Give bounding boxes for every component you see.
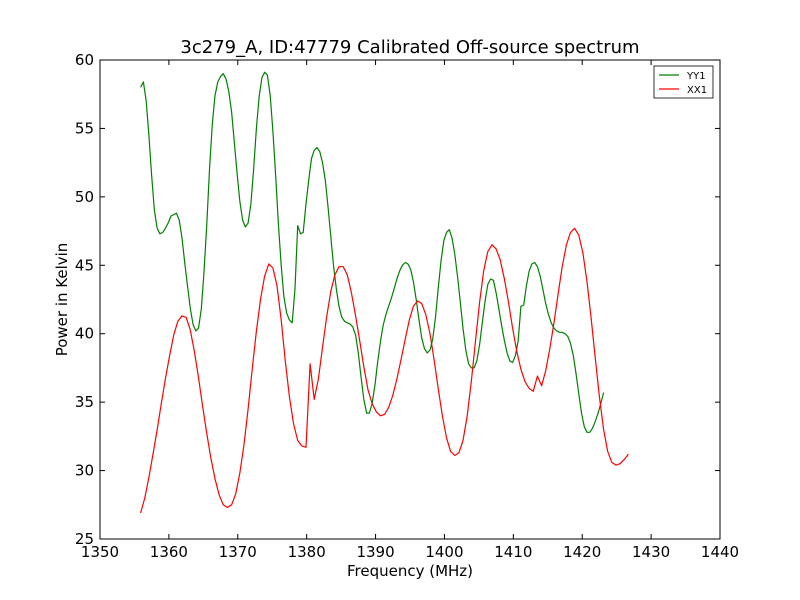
x-tick-label: 1400 <box>425 543 463 561</box>
x-axis: 1350 1360 1370 1380 1390 1400 1410 1420 1430 1440 <box>81 60 739 561</box>
x-tick-label: 1350 <box>81 543 119 561</box>
chart-title: 3c279_A, ID:47779 Calibrated Off-source … <box>180 37 639 58</box>
legend-box <box>653 65 714 99</box>
plot-area <box>99 59 721 540</box>
x-tick-label: 1380 <box>288 543 326 561</box>
y-tick-label: 30 <box>75 462 94 480</box>
series-layer <box>140 71 629 514</box>
legend-label: YY1 <box>686 71 706 82</box>
y-axis: 25 30 35 40 45 50 55 60 <box>75 51 720 548</box>
legend-label: XX1 <box>687 85 707 96</box>
series-line-xx1 <box>140 227 629 514</box>
x-tick-label: 1360 <box>150 543 188 561</box>
x-tick-label: 1390 <box>356 543 394 561</box>
y-tick-label: 55 <box>75 119 94 137</box>
x-axis-label: Frequency (MHz) <box>347 562 473 580</box>
y-axis-label: Power in Kelvin <box>53 243 71 357</box>
y-tick-label: 25 <box>75 530 94 548</box>
plot-frame <box>99 59 721 540</box>
y-tick-label: 45 <box>75 256 94 274</box>
plot-background <box>100 60 720 539</box>
x-tick-label: 1410 <box>494 543 532 561</box>
y-tick-label: 40 <box>75 325 94 343</box>
y-tick-label: 60 <box>75 51 94 69</box>
x-tick-label: 1420 <box>563 543 601 561</box>
y-tick-label: 35 <box>75 393 94 411</box>
x-tick-label: 1430 <box>632 543 670 561</box>
x-tick-label: 1370 <box>219 543 257 561</box>
x-tick-label: 1440 <box>701 543 739 561</box>
y-tick-label: 50 <box>75 188 94 206</box>
